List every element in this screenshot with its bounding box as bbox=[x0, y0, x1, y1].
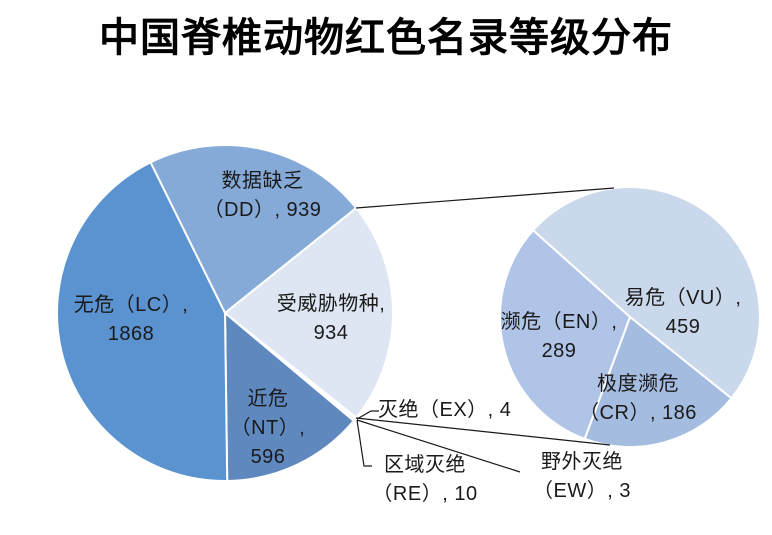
pie-slice-threatened bbox=[224, 207, 394, 419]
leader-line-ex bbox=[356, 410, 379, 420]
label-lc: 无危（LC）, 1868 bbox=[73, 294, 189, 345]
leader-line-re bbox=[356, 419, 372, 467]
pie-slice-cr bbox=[583, 316, 733, 448]
series-line-bottom bbox=[355, 417, 611, 446]
leader-line-ew bbox=[356, 419, 521, 473]
label-vu: 易危（VU）, 459 bbox=[624, 287, 742, 338]
pie-slice-en bbox=[499, 229, 631, 440]
pie-slice-dd bbox=[149, 144, 358, 314]
series-line-top bbox=[355, 187, 615, 209]
label-cr: 极度濒危 （CR）, 186 bbox=[579, 373, 697, 424]
chart-title: 中国脊椎动物红色名录等级分布 bbox=[99, 16, 673, 60]
label-ew: 野外灭绝 （EW）, 3 bbox=[533, 451, 631, 502]
label-dd: 数据缺乏 （DD）, 939 bbox=[203, 170, 322, 221]
label-threatened: 受威胁物种, 934 bbox=[276, 293, 386, 344]
label-ex: 灭绝（EX）, 4 bbox=[378, 399, 512, 421]
label-nt: 近危 （NT）, 596 bbox=[230, 388, 306, 468]
pie-slice-vu bbox=[532, 186, 761, 400]
label-en: 濒危（EN）, 289 bbox=[500, 311, 618, 362]
pie-slice-nt bbox=[224, 312, 355, 482]
pie-slice-lc bbox=[56, 161, 229, 482]
label-re: 区域灭绝 （RE）, 10 bbox=[372, 454, 478, 505]
